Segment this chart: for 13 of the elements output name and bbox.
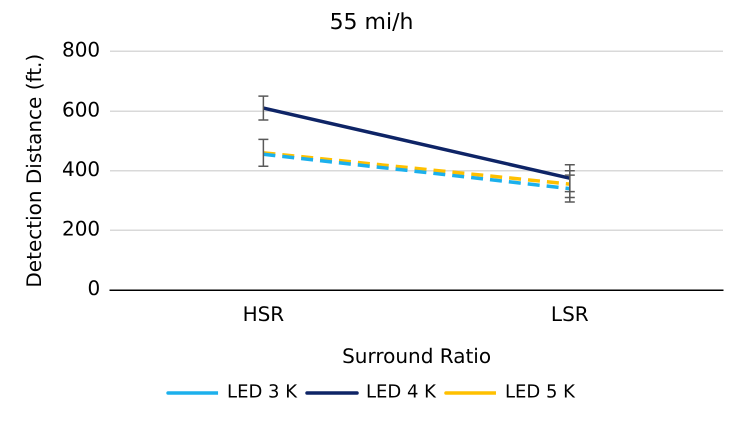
legend-label: LED 4 K [366,382,438,403]
y-tick-label: 800 [62,38,100,62]
legend-label: LED 3 K [227,382,298,403]
legend-label: LED 5 K [504,382,576,403]
y-tick-label: 200 [62,216,100,241]
x-axis-title: Surround Ratio [342,344,492,368]
y-axis-title: Detection Distance (ft.) [22,54,46,288]
x-tick-label: LSR [550,302,589,326]
y-tick-label: 400 [62,156,100,181]
y-tick-label: 0 [87,276,100,300]
chart-title: 55 mi/h [330,10,414,35]
y-tick-label: 600 [62,97,100,122]
x-tick-label: HSR [242,302,284,326]
